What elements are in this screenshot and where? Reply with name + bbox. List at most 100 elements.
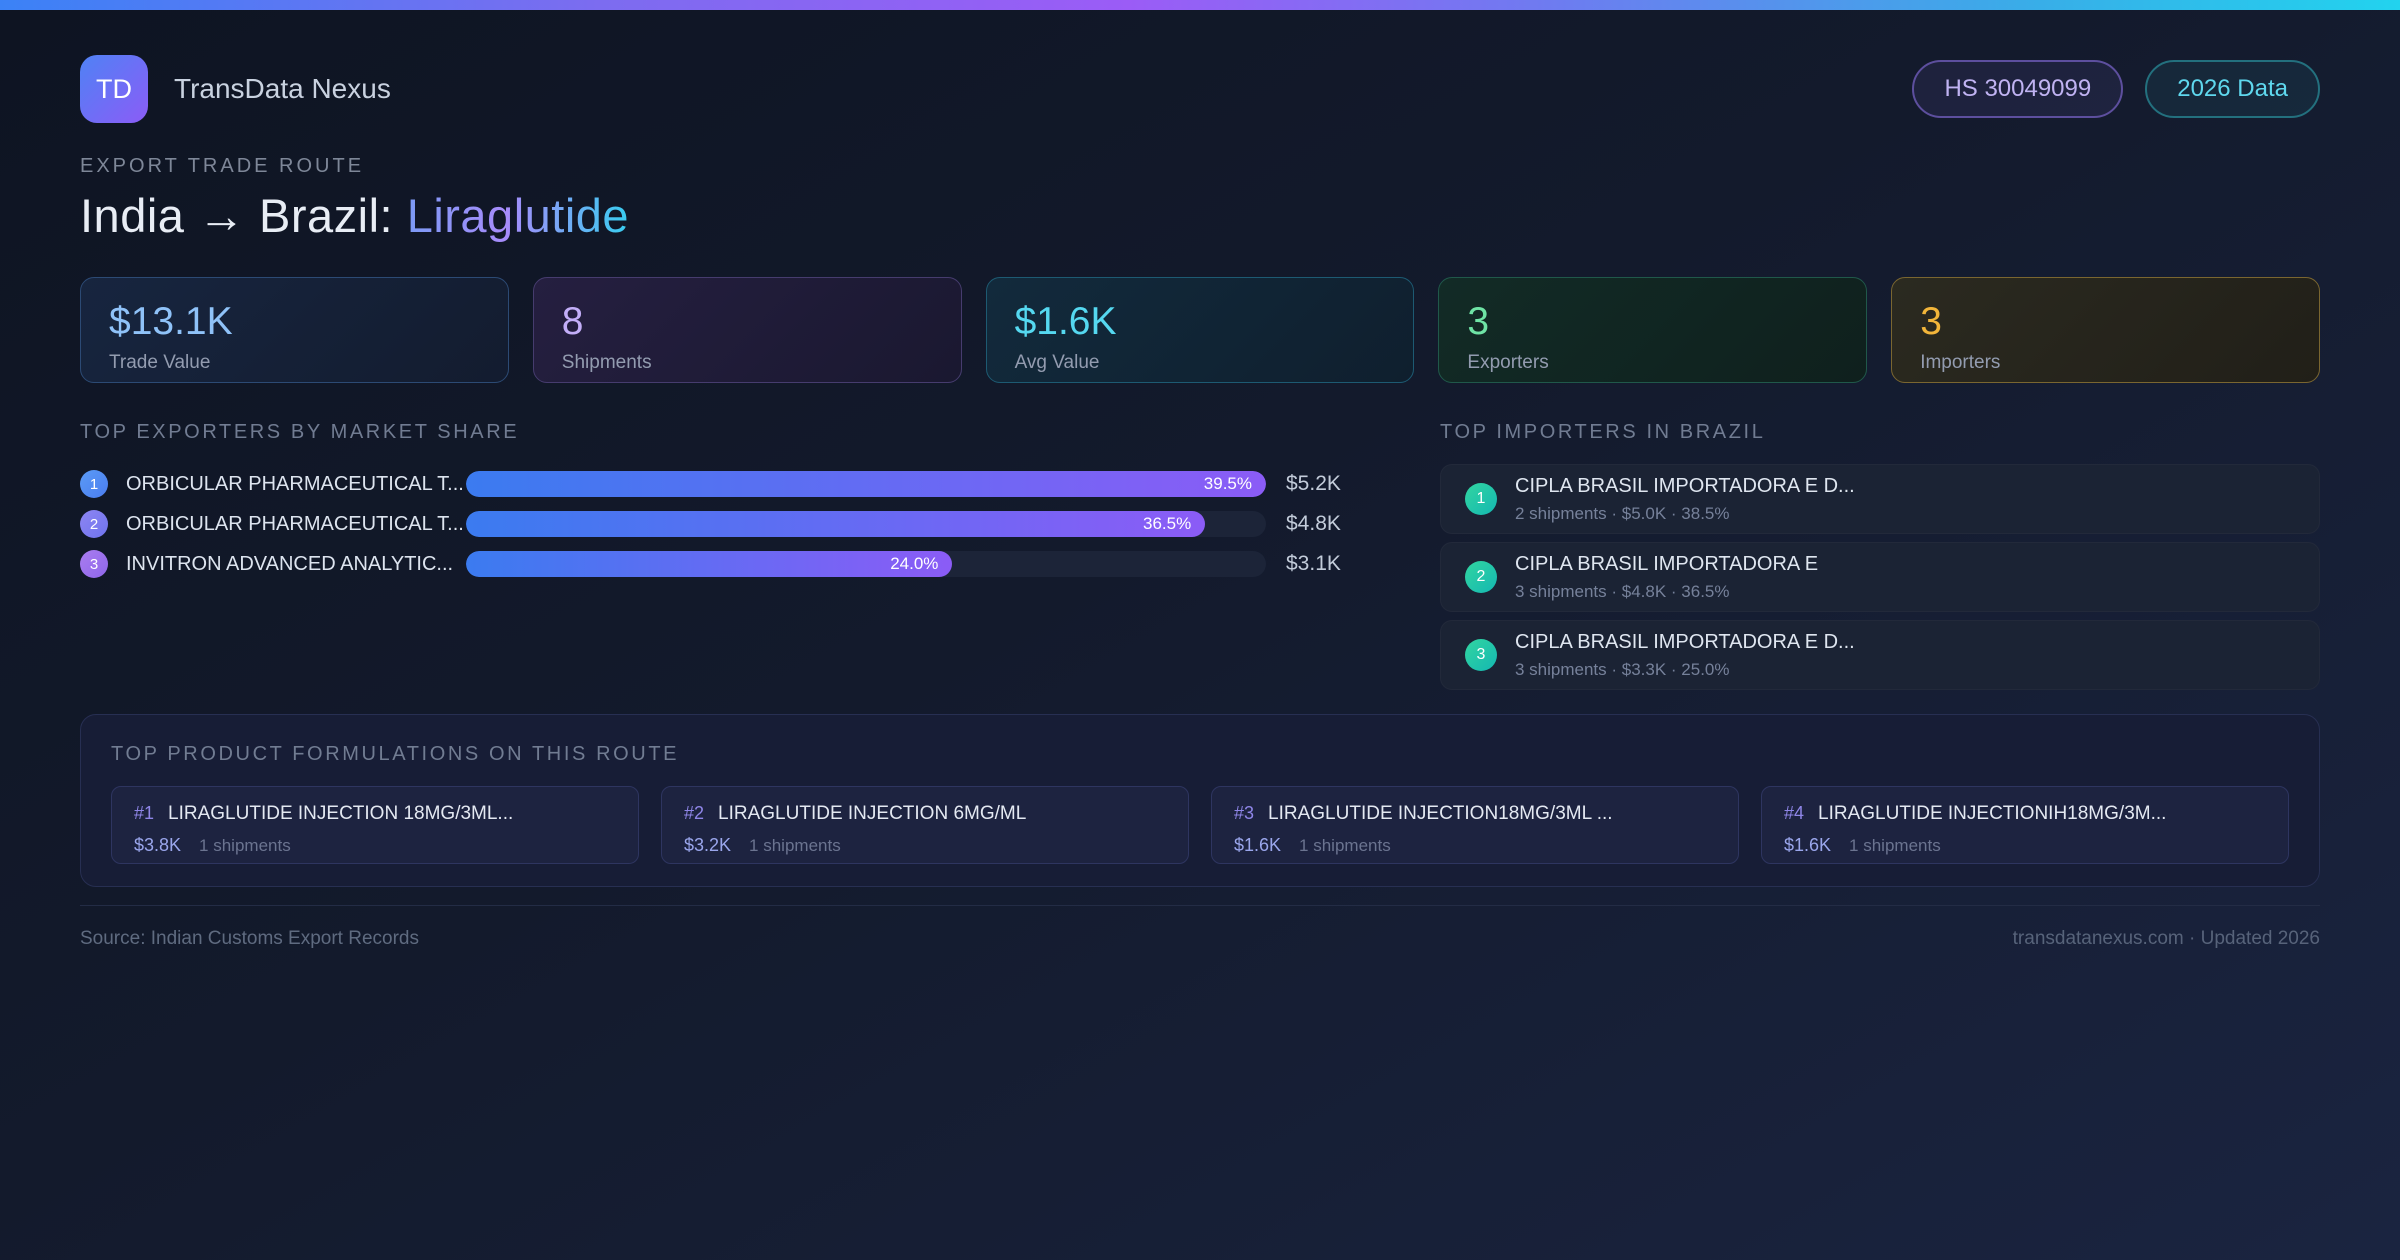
- importer-name: CIPLA BRASIL IMPORTADORA E: [1515, 552, 1819, 575]
- importer-meta: 2 shipments · $5.0K · 38.5%: [1515, 503, 1730, 523]
- exporters-list: 1 ORBICULAR PHARMACEUTICAL T... 39.5% $5…: [80, 464, 1355, 584]
- importer-card: 2 CIPLA BRASIL IMPORTADORA E 3 shipments…: [1440, 542, 2320, 612]
- formulation-value: $1.6K: [1234, 835, 1282, 855]
- formulation-stats: $1.6K 1 shipments: [1234, 835, 1716, 856]
- stat-value: 3: [1467, 300, 1490, 343]
- formulation-rank: #1: [134, 803, 155, 823]
- rank-badge: 1: [80, 470, 108, 498]
- formulations-panel: TOP PRODUCT FORMULATIONS ON THIS ROUTE #…: [80, 714, 2320, 887]
- importer-meta: 3 shipments · $4.8K · 36.5%: [1515, 581, 1730, 601]
- formulation-name: LIRAGLUTIDE INJECTIONIH18MG/3M...: [1818, 803, 2167, 824]
- stat-card-importers: 3 Importers: [1891, 277, 2320, 383]
- formulation-title: #2 LIRAGLUTIDE INJECTION 6MG/ML: [684, 803, 1166, 825]
- importer-info: CIPLA BRASIL IMPORTADORA E D... 3 shipme…: [1515, 631, 1855, 680]
- exporter-value: $3.1K: [1286, 552, 1341, 575]
- stat-value: 3: [1920, 300, 1942, 343]
- page-title: India → Brazil: Liraglutide: [80, 188, 2320, 243]
- formulation-value: $1.6K: [1784, 835, 1832, 855]
- footer-site: transdatanexus.com · Updated 2026: [2012, 928, 2320, 949]
- rank-badge: 1: [1465, 483, 1497, 515]
- importer-card: 3 CIPLA BRASIL IMPORTADORA E D... 3 ship…: [1440, 620, 2320, 690]
- formulation-name: LIRAGLUTIDE INJECTION18MG/3ML ...: [1268, 803, 1613, 824]
- stat-label: Importers: [1920, 352, 2001, 373]
- year-data-badge[interactable]: 2026 Data: [2145, 60, 2320, 118]
- importer-name: CIPLA BRASIL IMPORTADORA E D...: [1515, 630, 1855, 653]
- exporters-section: TOP EXPORTERS BY MARKET SHARE 1 ORBICULA…: [80, 421, 1355, 690]
- hs-code-badge[interactable]: HS 30049099: [1912, 60, 2124, 118]
- importers-list: 1 CIPLA BRASIL IMPORTADORA E D... 2 ship…: [1440, 464, 2320, 690]
- formulation-value: $3.8K: [134, 835, 182, 855]
- formulation-rank: #2: [684, 803, 705, 823]
- footer: Source: Indian Customs Export Records tr…: [80, 905, 2320, 950]
- market-share-percent: 24.0%: [890, 554, 939, 573]
- exporter-row: 1 ORBICULAR PHARMACEUTICAL T... 39.5% $5…: [80, 464, 1355, 504]
- market-share-bar: 24.0%: [466, 551, 953, 577]
- stat-card-avg-value: $1.6K Avg Value: [985, 277, 1415, 383]
- formulation-stats: $1.6K 1 shipments: [1784, 835, 2266, 856]
- stat-label: Trade Value: [109, 352, 211, 373]
- formulation-shipments: 1 shipments: [199, 836, 291, 855]
- exporter-value: $5.2K: [1286, 472, 1341, 495]
- importers-heading: TOP IMPORTERS IN BRAZIL: [1440, 421, 1766, 443]
- stat-value: $1.6K: [1014, 300, 1117, 343]
- formulation-card: #2 LIRAGLUTIDE INJECTION 6MG/ML $3.2K 1 …: [661, 786, 1189, 864]
- app-logo-text: TD: [96, 73, 132, 104]
- exporter-row: 2 ORBICULAR PHARMACEUTICAL T... 36.5% $4…: [80, 504, 1355, 544]
- importers-section: TOP IMPORTERS IN BRAZIL 1 CIPLA BRASIL I…: [1440, 421, 2320, 690]
- exporter-name: ORBICULAR PHARMACEUTICAL T...: [126, 472, 464, 495]
- stat-card-exporters: 3 Exporters: [1438, 277, 1868, 383]
- exporter-name: ORBICULAR PHARMACEUTICAL T...: [126, 512, 464, 535]
- app-name: TransData Nexus: [174, 73, 391, 104]
- stat-value: 8: [561, 300, 584, 343]
- market-share-percent: 39.5%: [1203, 474, 1252, 493]
- content: TD TransData Nexus HS 30049099 2026 Data…: [0, 10, 2400, 950]
- stat-card-shipments: 8 Shipments: [532, 277, 962, 383]
- formulation-stats: $3.8K 1 shipments: [134, 835, 616, 856]
- formulation-rank: #4: [1784, 803, 1805, 823]
- formulations-list: #1 LIRAGLUTIDE INJECTION 18MG/3ML... $3.…: [111, 786, 2289, 864]
- formulation-rank: #3: [1234, 803, 1255, 823]
- stat-label: Avg Value: [1014, 352, 1100, 373]
- formulation-title: #4 LIRAGLUTIDE INJECTIONIH18MG/3M...: [1784, 803, 2266, 825]
- importer-name: CIPLA BRASIL IMPORTADORA E D...: [1515, 474, 1855, 497]
- page-title-product: Liraglutide: [406, 189, 630, 242]
- top-accent-bar: [0, 0, 2400, 10]
- formulation-shipments: 1 shipments: [749, 836, 841, 855]
- market-share-bar: 36.5%: [466, 511, 1206, 537]
- app-logo: TD: [80, 55, 148, 123]
- exporters-heading: TOP EXPORTERS BY MARKET SHARE: [80, 421, 520, 443]
- exporter-row: 3 INVITRON ADVANCED ANALYTIC... 24.0% $3…: [80, 544, 1355, 584]
- formulation-title: #3 LIRAGLUTIDE INJECTION18MG/3ML ...: [1234, 803, 1716, 825]
- formulation-shipments: 1 shipments: [1299, 836, 1391, 855]
- formulation-card: #3 LIRAGLUTIDE INJECTION18MG/3ML ... $1.…: [1211, 786, 1739, 864]
- main-columns: TOP EXPORTERS BY MARKET SHARE 1 ORBICULA…: [80, 421, 2320, 690]
- formulation-name: LIRAGLUTIDE INJECTION 18MG/3ML...: [168, 803, 514, 824]
- hero: EXPORT TRADE ROUTE India → Brazil: Lirag…: [80, 155, 2320, 243]
- formulation-value: $3.2K: [684, 835, 732, 855]
- formulation-title: #1 LIRAGLUTIDE INJECTION 18MG/3ML...: [134, 803, 616, 825]
- header-badges: HS 30049099 2026 Data: [1912, 60, 2320, 118]
- formulations-heading: TOP PRODUCT FORMULATIONS ON THIS ROUTE: [111, 743, 680, 765]
- rank-badge: 3: [1465, 639, 1497, 671]
- header: TD TransData Nexus HS 30049099 2026 Data: [80, 55, 2320, 123]
- stat-value: $13.1K: [109, 300, 233, 343]
- rank-badge: 3: [80, 550, 108, 578]
- exporter-name: INVITRON ADVANCED ANALYTIC...: [126, 552, 454, 575]
- formulation-stats: $3.2K 1 shipments: [684, 835, 1166, 856]
- rank-badge: 2: [80, 510, 108, 538]
- brand: TD TransData Nexus: [80, 55, 391, 123]
- exporter-value: $4.8K: [1286, 512, 1341, 535]
- hero-eyebrow: EXPORT TRADE ROUTE: [80, 155, 365, 177]
- market-share-bar-track: 36.5%: [466, 511, 1266, 537]
- market-share-bar: 39.5%: [466, 471, 1266, 497]
- importer-card: 1 CIPLA BRASIL IMPORTADORA E D... 2 ship…: [1440, 464, 2320, 534]
- market-share-bar-track: 24.0%: [466, 551, 1266, 577]
- importer-meta: 3 shipments · $3.3K · 25.0%: [1515, 659, 1730, 679]
- formulation-name: LIRAGLUTIDE INJECTION 6MG/ML: [718, 803, 1027, 824]
- market-share-bar-track: 39.5%: [466, 471, 1266, 497]
- rank-badge: 2: [1465, 561, 1497, 593]
- stat-label: Shipments: [561, 352, 652, 373]
- page-title-route: India → Brazil:: [80, 189, 394, 242]
- stats-row: $13.1K Trade Value 8 Shipments $1.6K Avg…: [80, 277, 2320, 383]
- footer-source: Source: Indian Customs Export Records: [80, 928, 419, 949]
